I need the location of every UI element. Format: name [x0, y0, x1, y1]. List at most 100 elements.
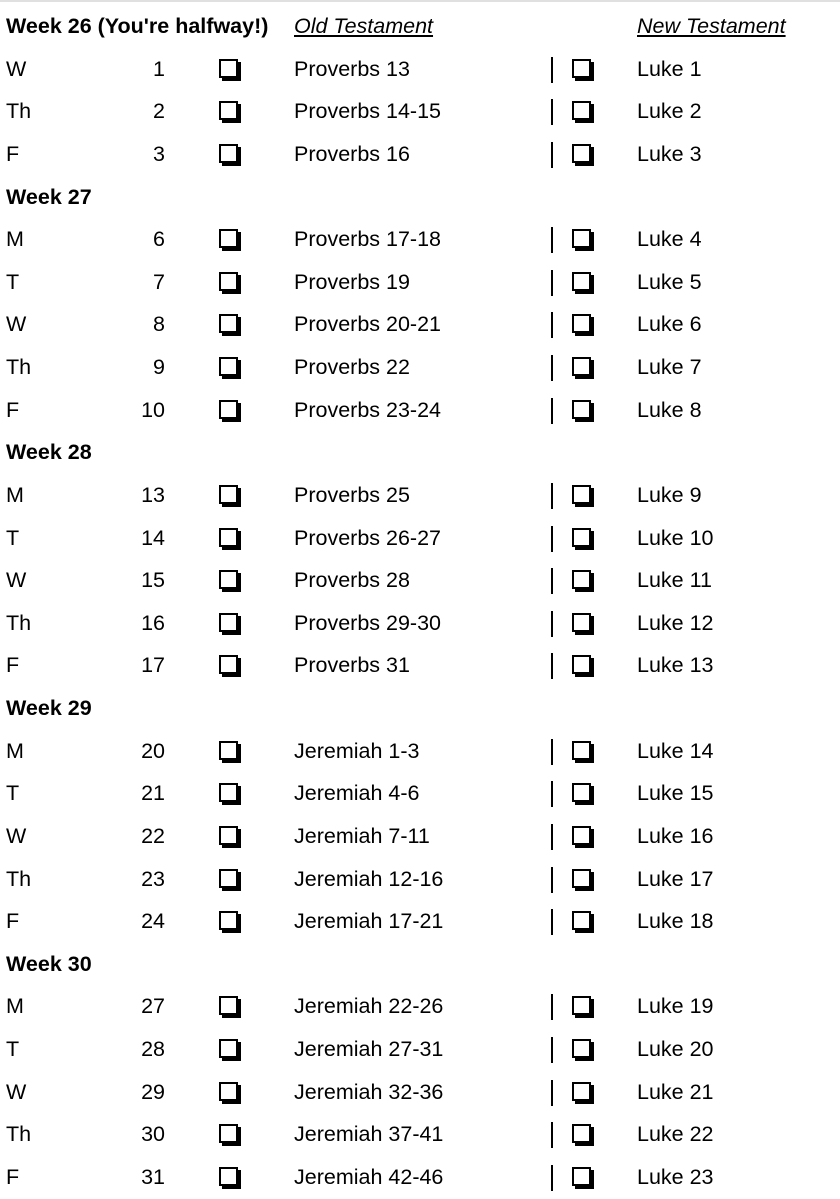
- day-number: 24: [141, 909, 165, 934]
- top-border: [0, 0, 840, 2]
- day-label: T: [6, 525, 20, 550]
- old-testament-checkbox[interactable]: [219, 271, 238, 291]
- separator-bar: [551, 1079, 553, 1106]
- separator-bar: [551, 994, 553, 1021]
- old-testament-checkbox[interactable]: [219, 58, 238, 78]
- old-testament-checkbox[interactable]: [219, 868, 238, 888]
- new-testament-reading: Luke 11: [637, 568, 712, 593]
- new-testament-checkbox[interactable]: [572, 868, 591, 888]
- old-testament-checkbox[interactable]: [219, 911, 238, 931]
- day-label: W: [6, 312, 27, 337]
- old-testament-checkbox[interactable]: [219, 570, 238, 590]
- old-testament-checkbox[interactable]: [219, 655, 238, 675]
- new-testament-reading: Luke 21: [637, 1079, 714, 1104]
- reading-row: M 13 Proverbs 25 Luke 9: [0, 474, 840, 517]
- reading-plan-sheet: Week 26 (You're halfway!) Old Testament …: [0, 5, 840, 1199]
- day-number: 2: [153, 99, 165, 124]
- new-testament-checkbox[interactable]: [572, 314, 591, 334]
- new-testament-checkbox[interactable]: [572, 229, 591, 249]
- separator-bar: [551, 1122, 553, 1149]
- new-testament-reading: Luke 8: [637, 397, 702, 422]
- day-label: M: [6, 994, 24, 1019]
- new-testament-checkbox[interactable]: [572, 143, 591, 163]
- old-testament-checkbox[interactable]: [219, 612, 238, 632]
- new-testament-checkbox[interactable]: [572, 58, 591, 78]
- old-testament-checkbox[interactable]: [219, 399, 238, 419]
- old-testament-checkbox[interactable]: [219, 229, 238, 249]
- reading-row: W 29 Jeremiah 32-36 Luke 21: [0, 1071, 840, 1114]
- new-testament-checkbox[interactable]: [572, 1039, 591, 1058]
- old-testament-checkbox[interactable]: [219, 484, 238, 504]
- old-testament-reading: Proverbs 25: [294, 482, 410, 507]
- new-testament-reading: Luke 18: [637, 909, 714, 934]
- new-testament-checkbox[interactable]: [572, 271, 591, 291]
- old-testament-reading: Jeremiah 1-3: [294, 738, 420, 763]
- new-testament-checkbox[interactable]: [572, 101, 591, 121]
- new-testament-checkbox[interactable]: [572, 655, 591, 675]
- old-testament-checkbox[interactable]: [219, 825, 238, 845]
- new-testament-checkbox[interactable]: [572, 996, 591, 1016]
- new-testament-reading: Luke 17: [637, 866, 714, 891]
- separator-bar: [551, 1164, 553, 1191]
- separator-bar: [551, 56, 553, 83]
- reading-row: M 6 Proverbs 17-18 Luke 4: [0, 218, 840, 261]
- day-number: 31: [141, 1164, 165, 1189]
- old-testament-checkbox[interactable]: [219, 357, 238, 376]
- new-testament-checkbox[interactable]: [572, 740, 591, 760]
- reading-row: T 28 Jeremiah 27-31 Luke 20: [0, 1028, 840, 1071]
- new-testament-checkbox[interactable]: [572, 1124, 591, 1144]
- week-heading-row: Week 28: [0, 431, 840, 474]
- day-number: 16: [141, 610, 165, 635]
- old-testament-checkbox[interactable]: [219, 740, 238, 760]
- reading-row: T 7 Proverbs 19 Luke 5: [0, 261, 840, 304]
- new-testament-reading: Luke 1: [637, 56, 702, 81]
- new-testament-reading: Luke 3: [637, 141, 702, 166]
- old-testament-checkbox[interactable]: [219, 101, 238, 121]
- old-testament-checkbox[interactable]: [219, 1081, 238, 1101]
- new-testament-checkbox[interactable]: [572, 783, 591, 803]
- old-testament-reading: Proverbs 17-18: [294, 227, 441, 252]
- new-testament-checkbox[interactable]: [572, 527, 591, 547]
- old-testament-checkbox[interactable]: [219, 1124, 238, 1144]
- week-heading: Week 26 (You're halfway!): [6, 14, 269, 38]
- new-testament-reading: Luke 7: [637, 355, 702, 379]
- old-testament-reading: Jeremiah 22-26: [294, 994, 444, 1019]
- day-label: T: [6, 1037, 20, 1061]
- day-number: 8: [153, 312, 165, 337]
- old-testament-reading: Proverbs 23-24: [294, 397, 441, 422]
- old-testament-reading: Jeremiah 12-16: [294, 866, 444, 891]
- old-testament-checkbox[interactable]: [219, 783, 238, 803]
- old-testament-checkbox[interactable]: [219, 1039, 238, 1058]
- new-testament-checkbox[interactable]: [572, 484, 591, 504]
- day-label: Th: [6, 866, 32, 891]
- new-testament-reading: Luke 23: [637, 1164, 714, 1189]
- week-heading: Week 28: [6, 440, 92, 465]
- old-testament-checkbox[interactable]: [219, 1166, 238, 1186]
- week-heading: Week 27: [6, 184, 92, 209]
- new-testament-checkbox[interactable]: [572, 825, 591, 845]
- new-testament-reading: Luke 6: [637, 312, 702, 337]
- separator-bar: [551, 99, 553, 126]
- new-testament-checkbox[interactable]: [572, 612, 591, 632]
- old-testament-checkbox[interactable]: [219, 143, 238, 163]
- new-testament-checkbox[interactable]: [572, 570, 591, 590]
- separator-bar: [551, 653, 553, 680]
- old-testament-checkbox[interactable]: [219, 527, 238, 547]
- separator-bar: [551, 610, 553, 637]
- old-testament-reading: Jeremiah 4-6: [294, 781, 420, 806]
- day-label: Th: [6, 1122, 32, 1147]
- new-testament-reading: Luke 9: [637, 482, 702, 507]
- new-testament-checkbox[interactable]: [572, 399, 591, 419]
- day-number: 28: [141, 1037, 165, 1061]
- new-testament-checkbox[interactable]: [572, 1166, 591, 1186]
- new-testament-reading: Luke 12: [637, 610, 714, 635]
- day-number: 1: [153, 56, 165, 81]
- new-testament-checkbox[interactable]: [572, 911, 591, 931]
- reading-row: F 24 Jeremiah 17-21 Luke 18: [0, 900, 840, 943]
- new-testament-checkbox[interactable]: [572, 1081, 591, 1101]
- new-testament-reading: Luke 2: [637, 99, 702, 124]
- reading-row: M 20 Jeremiah 1-3 Luke 14: [0, 730, 840, 773]
- old-testament-checkbox[interactable]: [219, 996, 238, 1016]
- new-testament-checkbox[interactable]: [572, 357, 591, 376]
- old-testament-checkbox[interactable]: [219, 314, 238, 334]
